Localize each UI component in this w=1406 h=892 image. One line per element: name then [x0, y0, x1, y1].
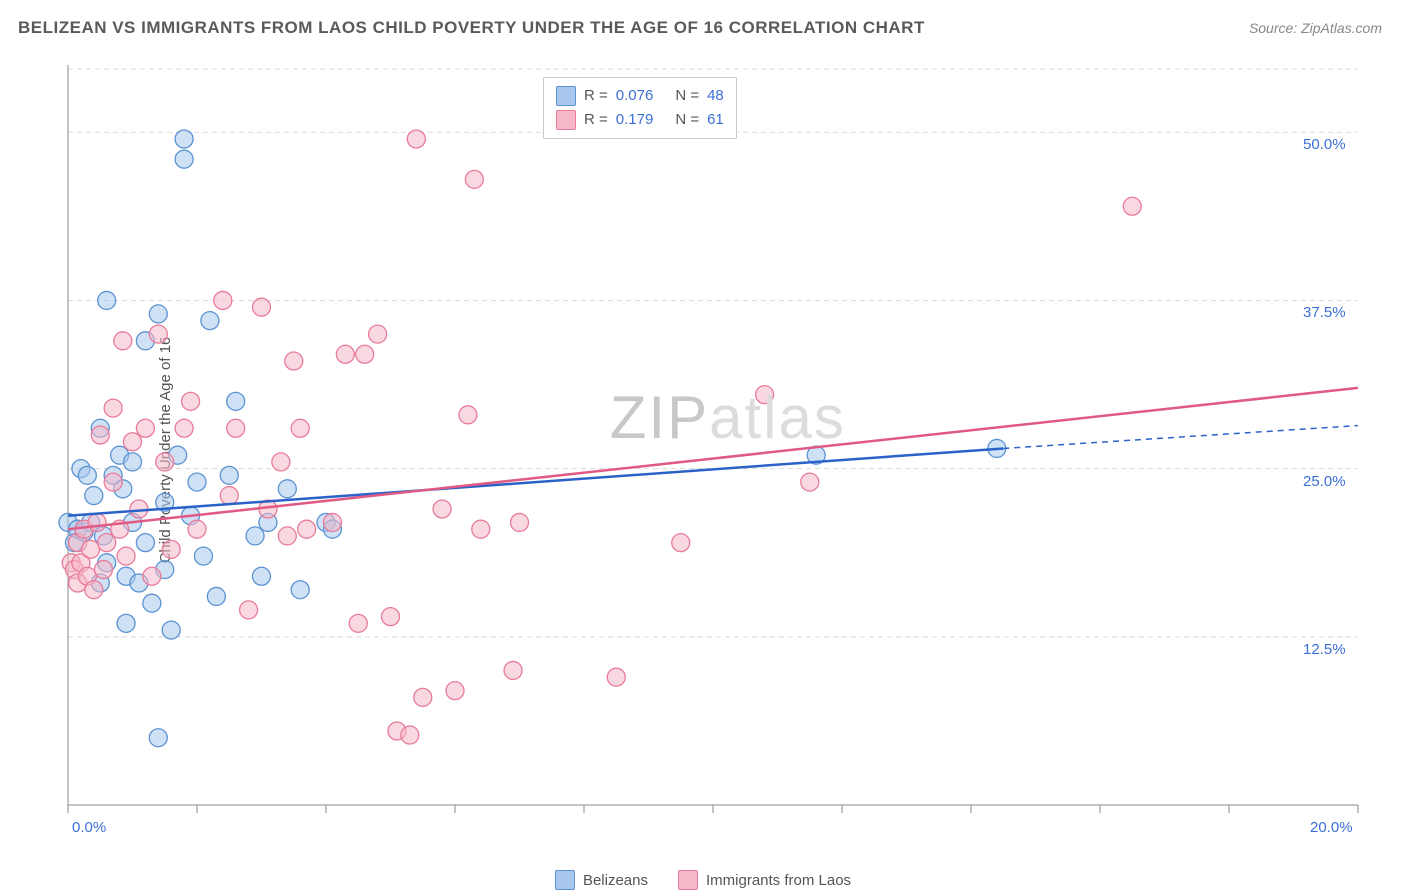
stats-n-label: N =	[675, 108, 699, 132]
legend-swatch	[555, 870, 575, 890]
y-tick-label: 25.0%	[1303, 473, 1346, 490]
stats-r-value: 0.179	[616, 108, 654, 132]
source-attribution: Source: ZipAtlas.com	[1249, 20, 1382, 36]
y-tick-label: 50.0%	[1303, 136, 1346, 153]
stats-row: R = 0.076 N = 48	[556, 84, 724, 108]
legend-item: Belizeans	[555, 870, 648, 890]
stats-n-value: 48	[707, 84, 724, 108]
legend-label: Immigrants from Laos	[706, 872, 851, 889]
x-tick-label: 20.0%	[1310, 819, 1353, 836]
chart-title: BELIZEAN VS IMMIGRANTS FROM LAOS CHILD P…	[18, 18, 925, 38]
legend-item: Immigrants from Laos	[678, 870, 851, 890]
stats-r-value: 0.076	[616, 84, 654, 108]
stats-n-label: N =	[675, 84, 699, 108]
stats-swatch	[556, 110, 576, 130]
legend-bottom: Belizeans Immigrants from Laos	[555, 870, 851, 890]
stats-row: R = 0.179 N = 61	[556, 108, 724, 132]
legend-swatch	[678, 870, 698, 890]
stats-n-value: 61	[707, 108, 724, 132]
stats-r-label: R =	[584, 108, 608, 132]
correlation-stats-box: R = 0.076 N = 48 R = 0.179 N = 61	[543, 77, 737, 139]
stats-swatch	[556, 86, 576, 106]
chart-container: Child Poverty Under the Age of 16 ZIPatl…	[48, 55, 1378, 845]
legend-label: Belizeans	[583, 872, 648, 889]
scatter-plot	[48, 55, 1378, 835]
x-tick-label: 0.0%	[72, 819, 106, 836]
y-tick-label: 12.5%	[1303, 641, 1346, 658]
stats-r-label: R =	[584, 84, 608, 108]
y-tick-label: 37.5%	[1303, 304, 1346, 321]
